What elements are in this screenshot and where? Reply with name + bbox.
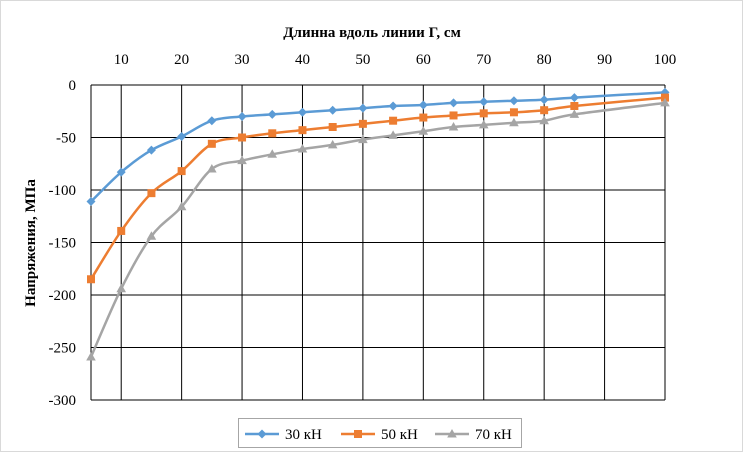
data-point — [661, 93, 669, 102]
data-point — [116, 167, 126, 177]
y-tick-label: -200 — [49, 288, 77, 304]
data-point — [478, 119, 489, 129]
series-line — [89, 96, 666, 280]
data-point — [267, 149, 278, 158]
data-point — [328, 105, 338, 115]
data-point — [237, 112, 247, 121]
series-group — [86, 87, 670, 361]
data-point — [117, 226, 126, 235]
data-point — [448, 122, 459, 131]
y-tick-label: -250 — [49, 341, 77, 357]
y-axis-title: Напряжения, МПа — [23, 179, 39, 307]
data-point — [388, 130, 398, 139]
data-point — [328, 123, 337, 131]
data-point — [449, 98, 459, 108]
legend-marker — [257, 429, 267, 439]
x-tick-label: 10 — [114, 52, 129, 68]
series-line — [90, 91, 666, 203]
y-tick-label: -100 — [49, 183, 77, 199]
legend-label: 50 кН — [381, 427, 418, 443]
legend-label: 30 кН — [285, 427, 322, 443]
series-1 — [86, 87, 670, 207]
data-point — [570, 102, 579, 110]
y-tick-label: -50 — [56, 131, 76, 147]
x-tick-label: 20 — [174, 52, 189, 68]
data-point — [509, 108, 518, 117]
data-point — [358, 134, 368, 144]
y-tick-label: -150 — [49, 236, 77, 252]
data-point — [327, 139, 338, 149]
y-tick-label: -300 — [49, 393, 77, 409]
data-point — [268, 129, 277, 138]
legend-entry: 30 кН — [245, 427, 322, 443]
data-point — [509, 117, 519, 127]
data-point — [569, 109, 580, 118]
data-point — [389, 116, 398, 125]
data-point — [358, 103, 368, 113]
x-tick-label: 40 — [295, 52, 310, 68]
grid-lines — [91, 84, 666, 401]
x-axis-title: Длинна вдоль линии Г, см — [283, 25, 461, 41]
data-point — [147, 189, 156, 198]
data-point — [569, 93, 579, 103]
x-tick-label: 50 — [355, 52, 370, 68]
data-point — [479, 97, 489, 107]
legend: 30 кН 50 кН 70 кН — [238, 418, 522, 448]
data-point — [177, 167, 186, 176]
data-point — [479, 109, 488, 118]
series-line — [89, 101, 666, 358]
data-point — [238, 133, 247, 142]
x-tick-label: 90 — [597, 52, 612, 68]
data-point — [297, 144, 308, 153]
data-point — [207, 139, 216, 148]
legend-entry: 50 кН — [341, 427, 418, 443]
x-tick-label: 60 — [416, 52, 431, 68]
legend-label: 70 кН — [475, 427, 512, 443]
data-point — [388, 101, 398, 111]
legend-marker — [354, 430, 362, 438]
data-point — [177, 131, 187, 141]
data-point — [207, 116, 217, 126]
data-point — [539, 115, 549, 125]
x-tick-label: 100 — [654, 52, 677, 68]
data-point — [660, 97, 670, 107]
data-point — [509, 96, 519, 106]
data-point — [418, 126, 429, 135]
data-point — [267, 109, 277, 119]
legend-entries: 30 кН 50 кН 70 кН — [245, 427, 512, 443]
axes: 0 -50 -100 -150 -200 -250 -300 10 20 30 40 50 60 70 80… — [49, 52, 677, 409]
data-point — [116, 283, 127, 293]
data-point — [146, 145, 156, 155]
data-point — [418, 100, 428, 110]
data-point — [298, 126, 307, 135]
data-point — [540, 106, 549, 115]
data-point — [297, 107, 307, 117]
y-tick-label: 0 — [69, 78, 77, 94]
series-3 — [86, 97, 670, 361]
data-point — [176, 201, 187, 211]
data-point — [449, 111, 458, 120]
data-point — [86, 197, 96, 207]
data-point — [539, 95, 549, 105]
data-point — [146, 231, 157, 240]
x-tick-label: 70 — [476, 52, 491, 68]
series-2 — [87, 93, 669, 284]
x-tick-label: 30 — [235, 52, 250, 68]
data-point — [419, 113, 428, 122]
x-tick-label: 80 — [537, 52, 552, 68]
legend-entry: 70 кН — [435, 427, 512, 443]
data-point — [358, 119, 367, 128]
data-point — [87, 275, 95, 284]
data-point — [86, 351, 96, 361]
data-point — [207, 164, 217, 173]
legend-marker — [447, 429, 457, 438]
data-point — [237, 155, 247, 165]
